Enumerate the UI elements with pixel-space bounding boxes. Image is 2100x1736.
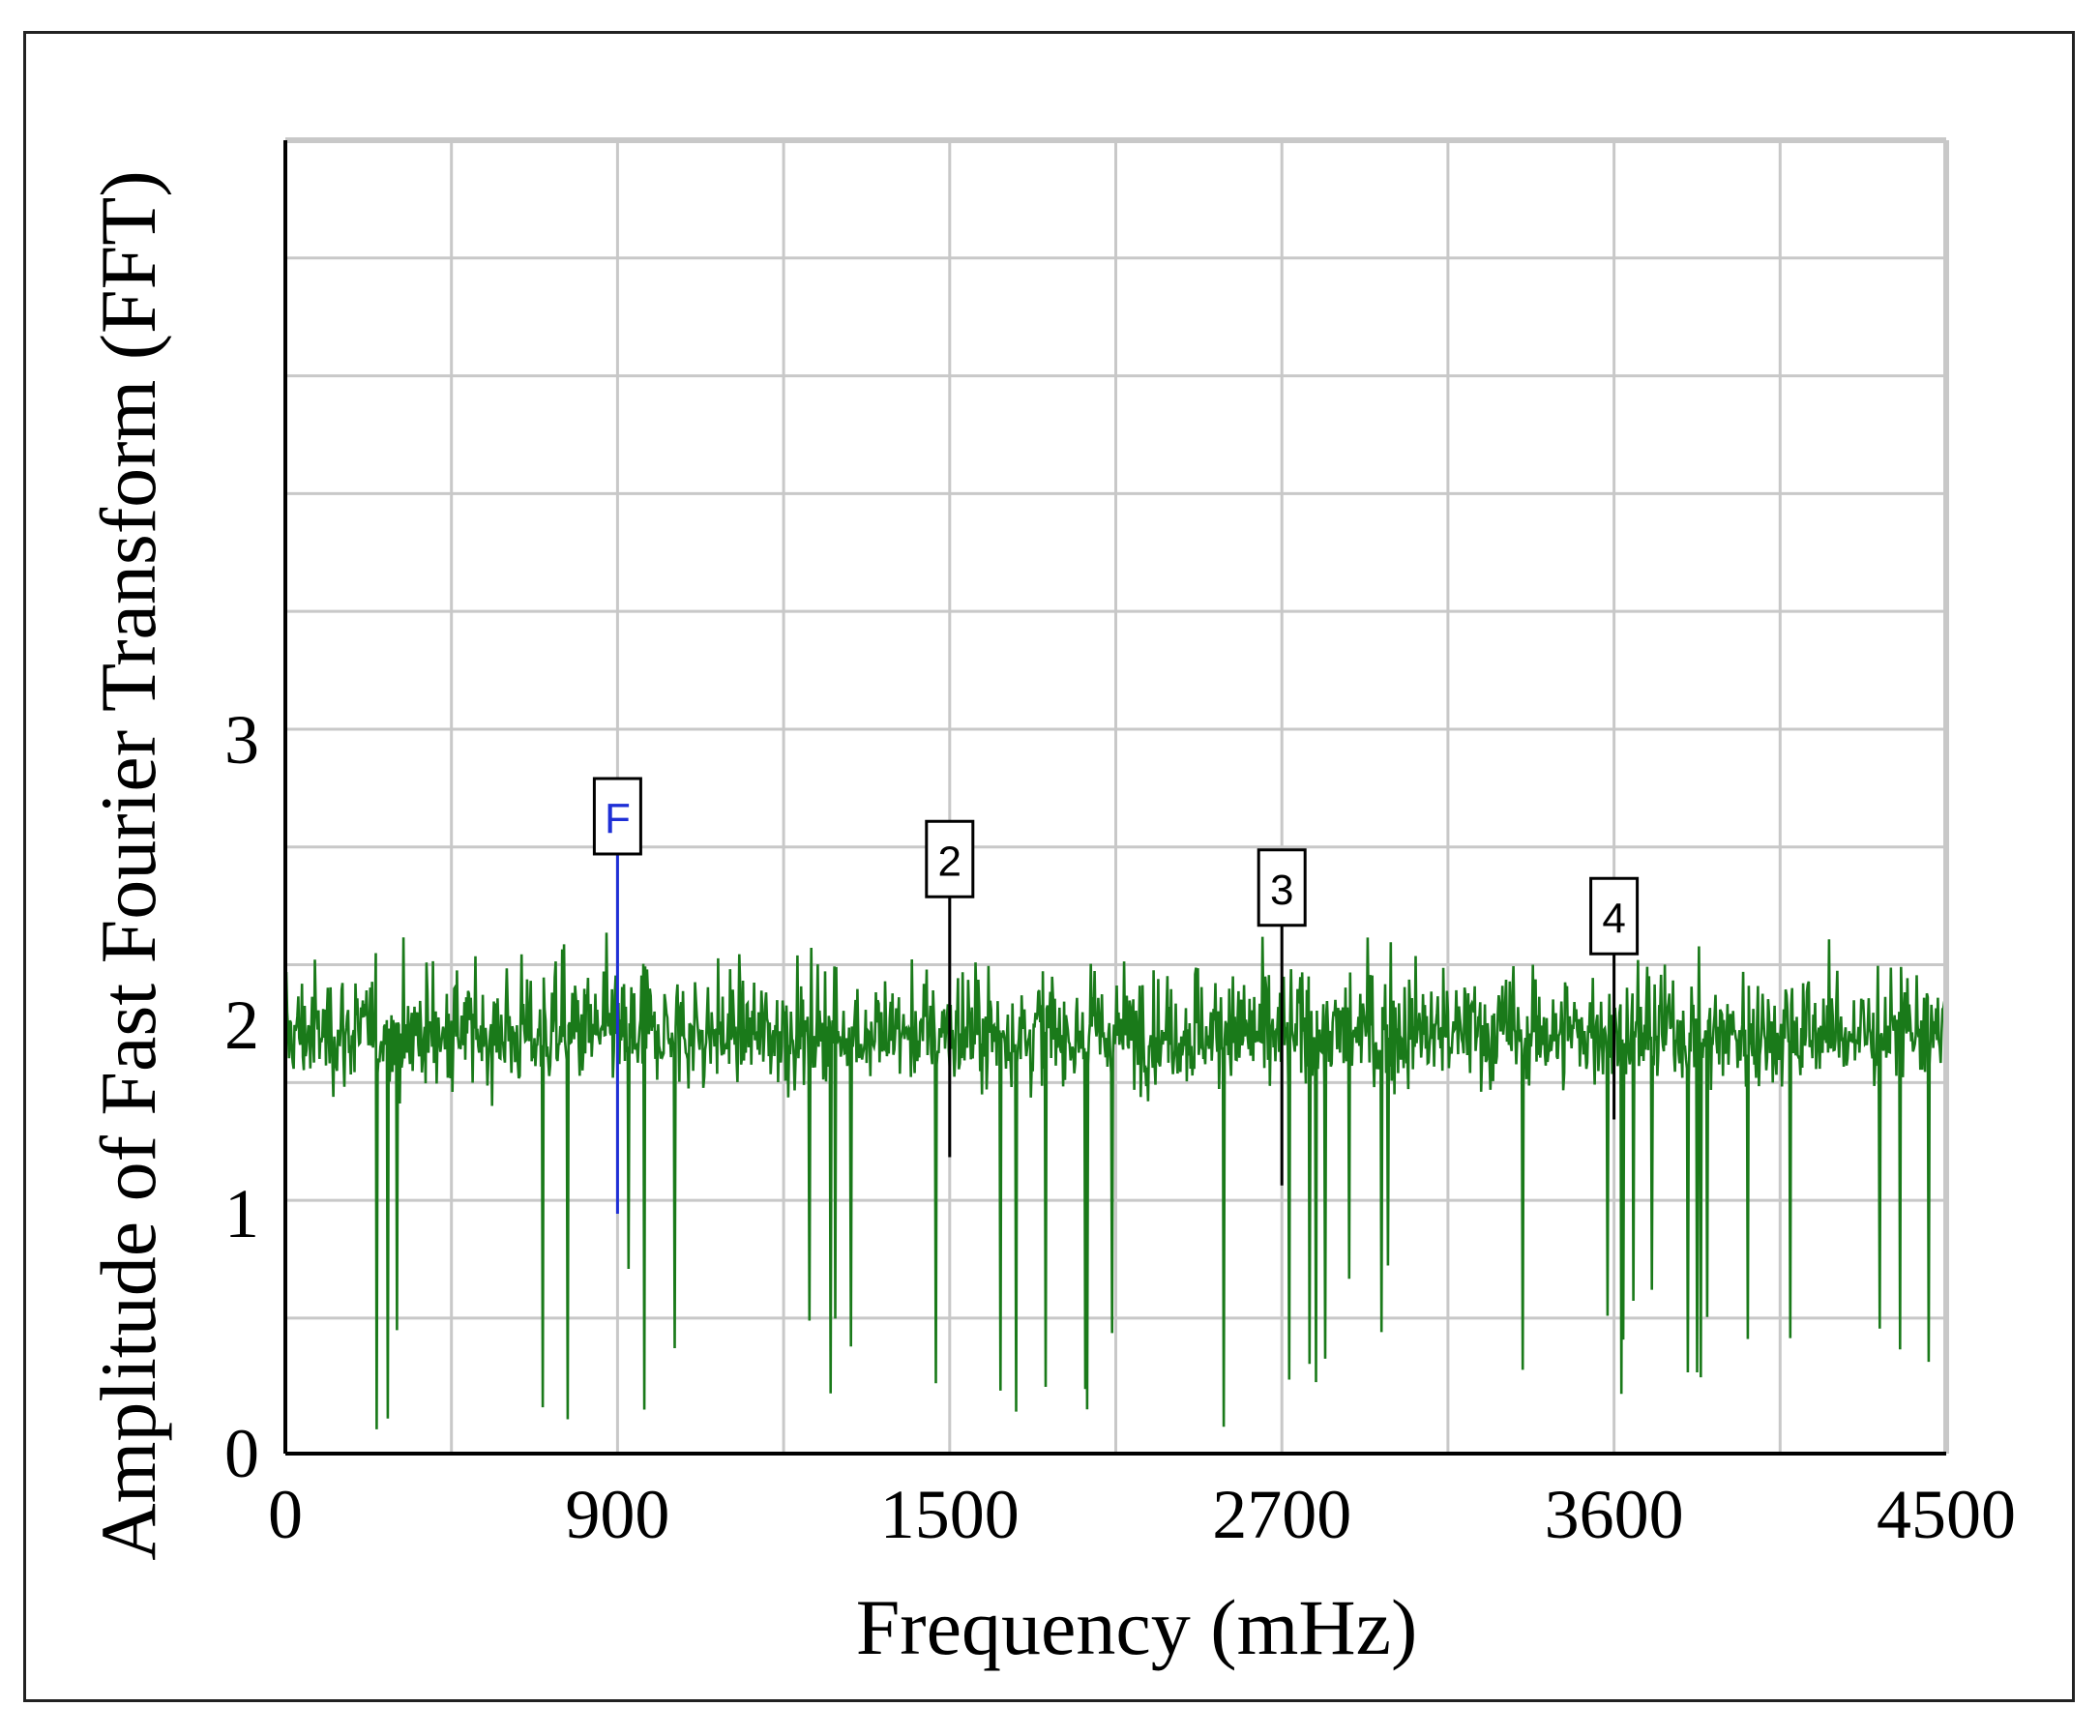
y-axis-title: Amplitude of Fast Fourier Transform (FFT…	[84, 170, 172, 1560]
x-tick-label: 4500	[1877, 1476, 2016, 1553]
marker-box-F	[592, 777, 642, 856]
marker-box-4	[1589, 876, 1640, 956]
y-tick-label: 3	[224, 701, 259, 779]
marker-label-4: 4	[1602, 895, 1625, 942]
marker-box-3	[1257, 848, 1307, 927]
y-tick-label: 2	[224, 986, 259, 1064]
marker-label-3: 3	[1270, 867, 1293, 914]
x-tick-label: 3600	[1545, 1476, 1684, 1553]
marker-label-F: F	[605, 795, 631, 842]
x-tick-label: 0	[268, 1476, 303, 1553]
y-axis-ticks: 0 1 2 3	[224, 701, 259, 1492]
y-tick-label: 0	[224, 1415, 259, 1492]
chart-frame	[23, 31, 2075, 1702]
x-tick-label: 2700	[1212, 1476, 1351, 1553]
grid-lines	[285, 140, 1946, 1454]
x-axis-title: Frequency (mHz)	[856, 1583, 1418, 1671]
marker-box-2	[925, 819, 975, 898]
plot-border	[283, 137, 1949, 1456]
y-tick-label: 1	[224, 1175, 259, 1252]
harmonic-markers: F 2 3 4	[592, 777, 1640, 1214]
x-tick-label: 900	[565, 1476, 669, 1553]
fft-series-line	[283, 932, 1948, 1429]
fft-series	[283, 932, 1948, 1429]
marker-label-2: 2	[938, 838, 961, 885]
x-tick-label: 1500	[880, 1476, 1020, 1553]
x-axis-ticks: 0 900 1500 2700 3600 4500	[268, 1476, 2016, 1553]
